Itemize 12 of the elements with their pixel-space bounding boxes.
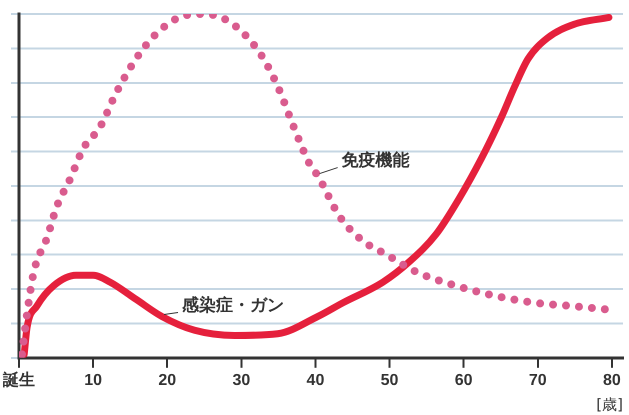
x-tick-label: 50 — [380, 372, 399, 389]
x-tick-label: 70 — [528, 372, 547, 389]
series-label: 感染症・ガン — [181, 296, 284, 316]
x-tick-label: 80 — [602, 372, 621, 389]
x-tick-label: 30 — [232, 372, 250, 389]
x-tick-label: 10 — [84, 372, 102, 389]
x-tick-label: 20 — [158, 372, 176, 389]
x-axis-title: [歳] — [596, 395, 623, 414]
x-tick-label: 誕生 — [2, 370, 35, 389]
x-tick-label: 60 — [454, 372, 473, 389]
x-tick-label: 40 — [306, 372, 324, 389]
series-label: 免疫機能 — [340, 150, 410, 171]
